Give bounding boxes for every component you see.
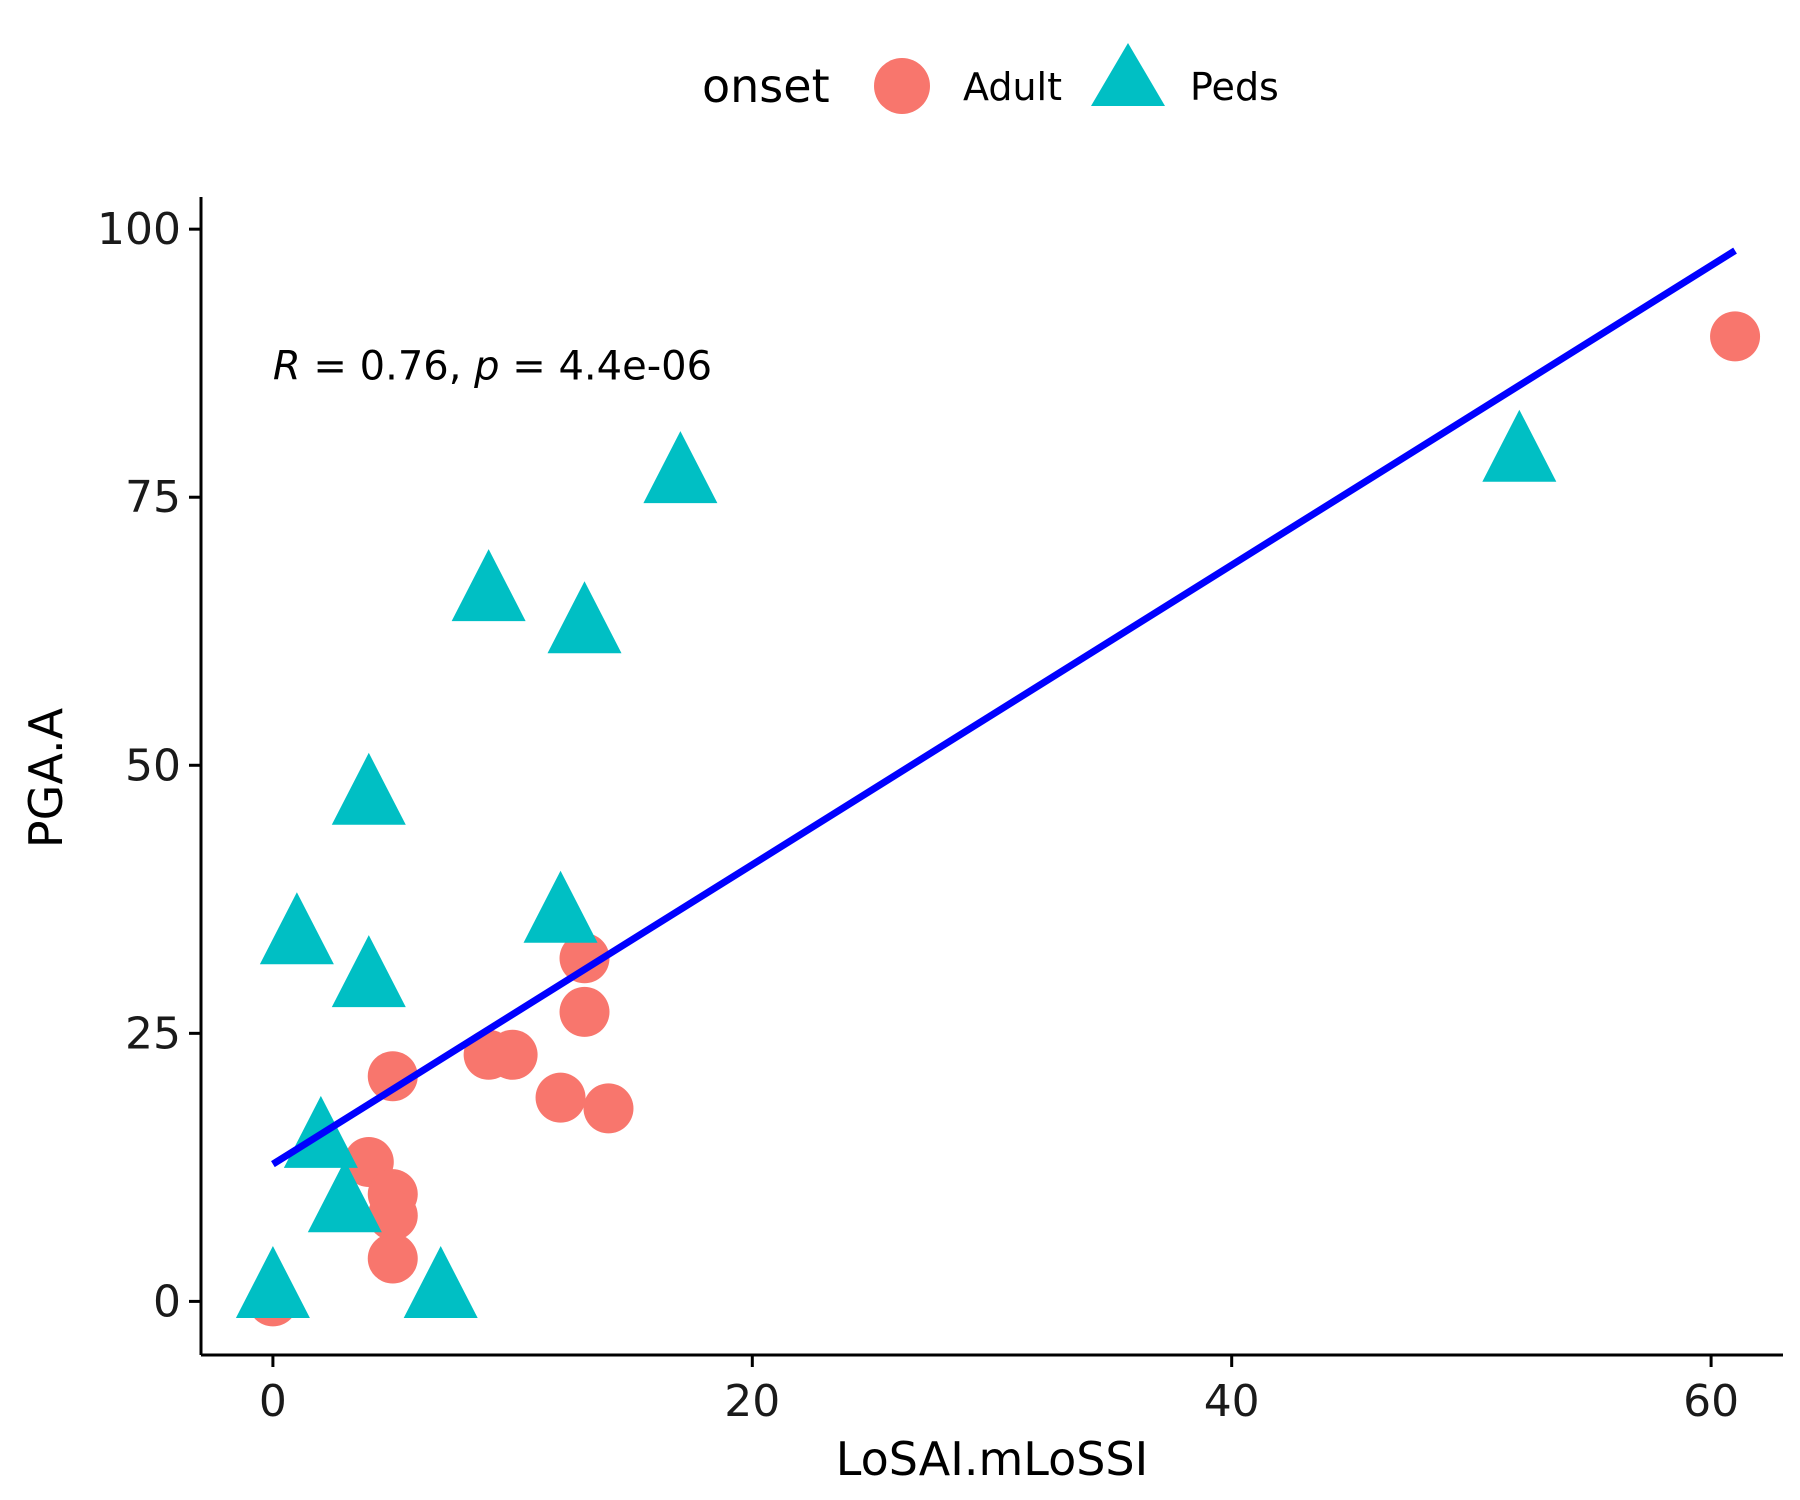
- series-peds: [235, 409, 1557, 1319]
- x-ticks: 0 20 40 60: [259, 1355, 1739, 1427]
- x-tick-label: 40: [1204, 1376, 1260, 1427]
- data-point-peds: [307, 1160, 382, 1233]
- y-tick-label: 50: [125, 740, 181, 791]
- y-tick-label: 25: [125, 1008, 181, 1059]
- data-point-peds: [451, 549, 526, 622]
- data-point-adult: [1710, 311, 1761, 362]
- y-tick-label: 100: [97, 204, 181, 255]
- legend-label-adult: Adult: [963, 65, 1062, 109]
- data-point-adult: [367, 1233, 418, 1284]
- data-point-peds: [643, 431, 718, 504]
- annotation-p-symbol: p: [473, 343, 499, 389]
- data-point-peds: [1482, 409, 1557, 482]
- x-axis-title: LoSAI.mLoSSI: [836, 1432, 1148, 1486]
- data-point-adult: [367, 1051, 418, 1102]
- y-tick-label: 75: [125, 472, 181, 523]
- legend: onset Adult Peds: [702, 43, 1279, 114]
- legend-key-adult: [874, 58, 930, 114]
- annotation-p-text: = 4.4e-06: [500, 343, 712, 389]
- axes: 0 20 40 60 0 25 50 75 100 LoSAI.mLoSSI PGA.A: [19, 197, 1783, 1486]
- x-tick-label: 20: [724, 1376, 780, 1427]
- legend-label-peds: Peds: [1190, 65, 1279, 109]
- data-point-adult: [367, 1190, 418, 1241]
- legend-key-peds: [1091, 43, 1165, 106]
- data-point-peds: [331, 935, 406, 1008]
- legend-title: onset: [702, 59, 830, 113]
- y-axis-title: PGA.A: [19, 707, 73, 848]
- y-ticks: 0 25 50 75 100: [97, 204, 201, 1327]
- annotation-r-text: = 0.76,: [301, 343, 474, 389]
- correlation-annotation: R = 0.76, p = 4.4e-06: [273, 343, 712, 389]
- data-point-peds: [235, 1246, 310, 1319]
- data-point-peds: [331, 752, 406, 825]
- data-point-adult: [559, 986, 610, 1037]
- data-point-peds: [547, 581, 622, 654]
- annotation-r-symbol: R: [273, 343, 301, 389]
- data-point-peds: [523, 870, 598, 943]
- data-point-adult: [535, 1072, 586, 1123]
- x-tick-label: 0: [259, 1376, 287, 1427]
- y-tick-label: 0: [153, 1276, 181, 1327]
- data-point-adult: [487, 1029, 538, 1080]
- data-point-peds: [403, 1246, 478, 1319]
- data-point-adult: [559, 933, 610, 984]
- data-point-adult: [583, 1083, 634, 1134]
- regression-line: [271, 247, 1737, 1168]
- x-tick-label: 60: [1683, 1376, 1739, 1427]
- data-point-peds: [259, 892, 334, 965]
